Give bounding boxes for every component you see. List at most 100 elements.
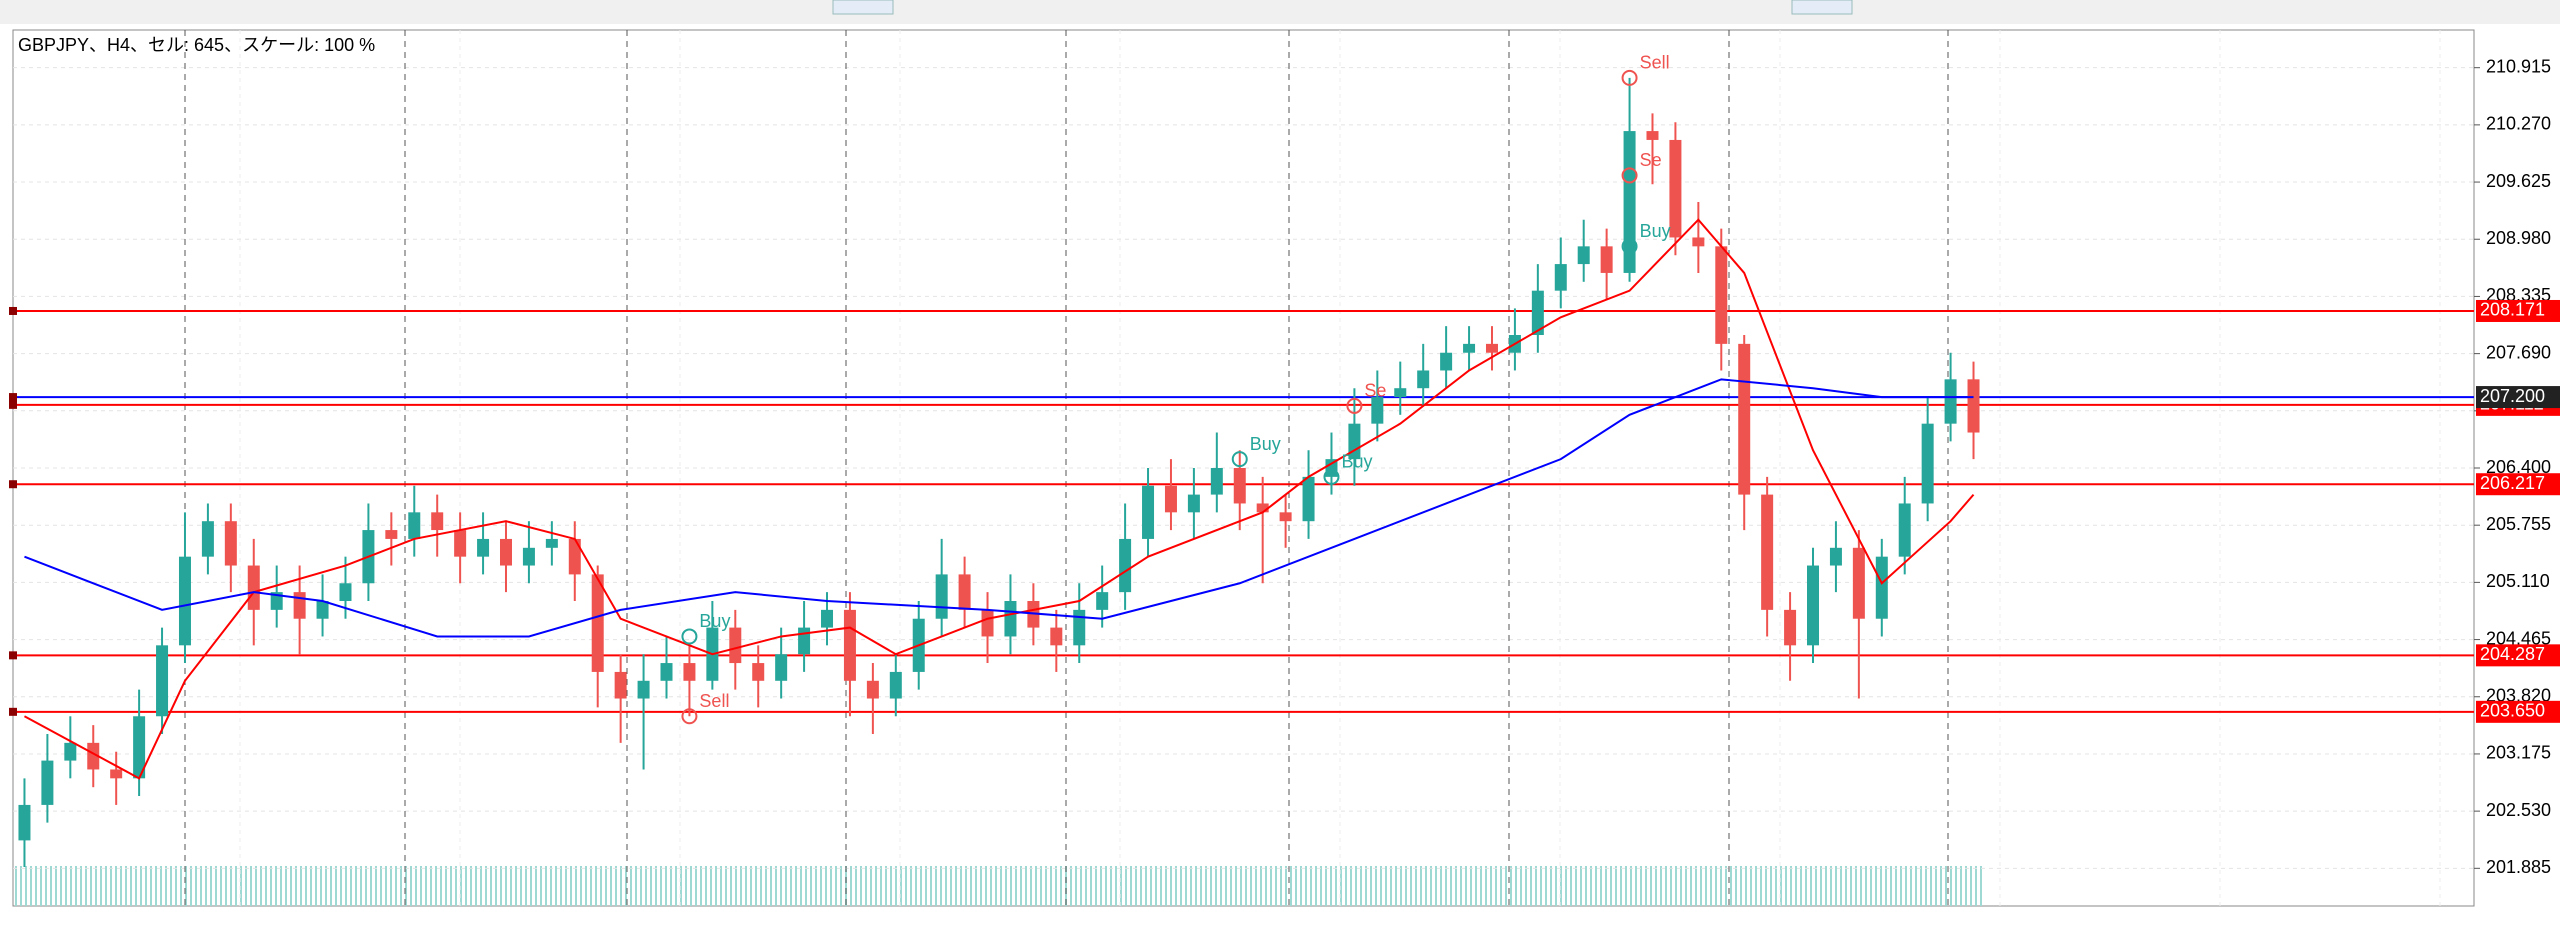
y-tick-label: 210.915 bbox=[2486, 56, 2551, 76]
y-tick-label: 209.625 bbox=[2486, 171, 2551, 191]
candle-body bbox=[1325, 459, 1338, 477]
y-tick-label: 201.885 bbox=[2486, 857, 2551, 877]
level-label: 207.200 bbox=[2480, 386, 2545, 406]
candle-body bbox=[889, 671, 902, 699]
candle-body bbox=[156, 645, 169, 717]
candle-body bbox=[981, 609, 994, 637]
candle-body bbox=[110, 769, 123, 779]
signal-marker bbox=[681, 708, 698, 725]
candle-body bbox=[1577, 246, 1590, 265]
candle-body bbox=[1554, 264, 1567, 291]
chart-title: GBPJPY、H4、セル: 645、スケール: 100 % bbox=[18, 35, 375, 55]
candle-body bbox=[843, 609, 856, 681]
candle-body bbox=[821, 609, 834, 628]
candle-body bbox=[133, 716, 146, 779]
toolbar-button[interactable] bbox=[1791, 0, 1853, 15]
candle-body bbox=[1761, 494, 1774, 610]
candle-body bbox=[1371, 397, 1384, 424]
level-label-box bbox=[2476, 299, 2560, 322]
candle-body bbox=[775, 654, 788, 681]
candle-body bbox=[1096, 592, 1109, 610]
candle-body bbox=[1485, 343, 1498, 353]
candle-body bbox=[1279, 512, 1292, 522]
signal-marker bbox=[1621, 69, 1638, 86]
signal-label: Se bbox=[1640, 150, 1662, 170]
toolbar-button[interactable] bbox=[832, 0, 894, 15]
candle-body bbox=[201, 521, 214, 557]
y-tick-label: 205.755 bbox=[2486, 514, 2551, 534]
level-handle bbox=[9, 393, 17, 402]
candle-body bbox=[1463, 343, 1476, 353]
level-handle bbox=[9, 306, 17, 315]
candle-body bbox=[1875, 556, 1888, 619]
candle-body bbox=[637, 680, 650, 699]
candle-body bbox=[866, 680, 879, 699]
level-label: 203.650 bbox=[2480, 701, 2545, 721]
candle-body bbox=[1669, 139, 1682, 238]
candle-body bbox=[591, 574, 604, 672]
y-tick-label: 203.820 bbox=[2486, 686, 2551, 706]
candle-body bbox=[1531, 290, 1544, 336]
candle-body bbox=[1692, 237, 1705, 247]
candle-body bbox=[935, 574, 948, 619]
toolbar bbox=[0, 0, 2560, 24]
level-label: 208.171 bbox=[2480, 300, 2545, 320]
level-label: 206.217 bbox=[2480, 473, 2545, 493]
candle-body bbox=[545, 538, 558, 548]
signal-label: Sell bbox=[699, 691, 729, 711]
signal-marker bbox=[1621, 167, 1638, 184]
candle-body bbox=[1142, 485, 1155, 539]
candle-body bbox=[1119, 538, 1132, 593]
candle-body bbox=[522, 547, 535, 566]
candle-body bbox=[660, 663, 673, 681]
candle-body bbox=[1646, 131, 1659, 140]
signal-label: Buy bbox=[1640, 221, 1671, 241]
candle-body bbox=[1302, 476, 1315, 522]
candle-body bbox=[1417, 370, 1430, 389]
candle-body bbox=[729, 627, 742, 664]
candle-body bbox=[385, 530, 398, 539]
candle-body bbox=[1164, 485, 1177, 513]
candle-body bbox=[1967, 379, 1980, 433]
candle-body bbox=[1210, 468, 1223, 495]
candle-body bbox=[1187, 494, 1200, 513]
signal-label: Buy bbox=[1341, 452, 1372, 472]
y-tick-label: 204.465 bbox=[2486, 628, 2551, 648]
level-handle bbox=[9, 651, 17, 660]
y-tick-label: 208.980 bbox=[2486, 228, 2551, 248]
candle-body bbox=[87, 742, 100, 770]
signal-marker bbox=[1231, 451, 1248, 468]
candle-body bbox=[1784, 609, 1797, 646]
candle-body bbox=[408, 512, 421, 539]
candle-body bbox=[1073, 609, 1086, 646]
candle-body bbox=[339, 583, 352, 601]
candle-body bbox=[178, 556, 191, 646]
signal-label: Sell bbox=[1640, 53, 1670, 73]
y-tick-label: 205.110 bbox=[2486, 571, 2550, 591]
signal-label: Buy bbox=[1250, 434, 1281, 454]
candle-body bbox=[1233, 468, 1246, 504]
level-label: 204.287 bbox=[2480, 644, 2545, 664]
candle-body bbox=[1829, 547, 1842, 566]
candle-body bbox=[431, 512, 444, 531]
candle-body bbox=[1944, 379, 1957, 424]
level-handle bbox=[9, 480, 17, 489]
level-handle bbox=[9, 400, 17, 409]
candle-body bbox=[1394, 388, 1407, 398]
candle-body bbox=[958, 574, 971, 610]
y-tick-label: 206.400 bbox=[2486, 457, 2551, 477]
candle-body bbox=[316, 600, 329, 619]
candle-body bbox=[1440, 352, 1453, 371]
signal-label: Buy bbox=[699, 611, 730, 631]
candle-body bbox=[1715, 246, 1728, 344]
level-label-box bbox=[2476, 700, 2560, 723]
candle-body bbox=[41, 760, 54, 805]
level-label-box bbox=[2476, 644, 2560, 667]
signal-marker bbox=[1346, 397, 1363, 414]
candle-body bbox=[18, 804, 31, 841]
candle-body bbox=[64, 742, 77, 761]
candle-body bbox=[454, 530, 467, 557]
candle-body bbox=[1738, 343, 1751, 495]
candle-body bbox=[477, 538, 490, 557]
y-tick-label: 210.270 bbox=[2486, 114, 2551, 134]
